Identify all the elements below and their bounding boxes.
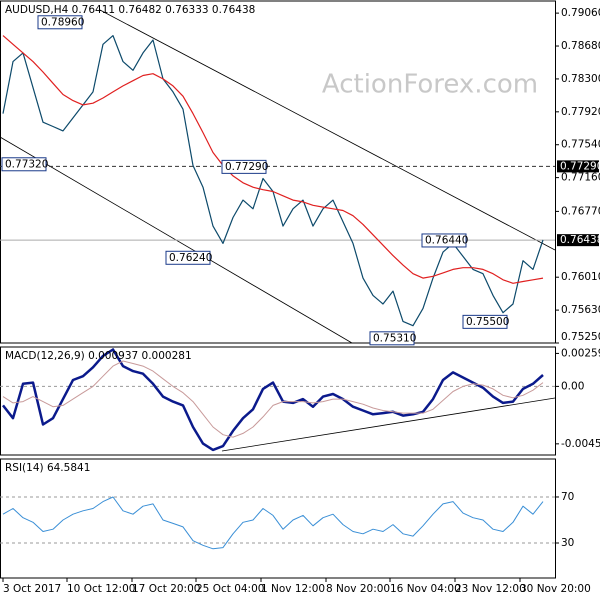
x-tick-label: 30 Nov 20:00 [520, 583, 591, 595]
annotation-label: 0.76440 [425, 234, 468, 246]
macd-trendline [221, 397, 556, 452]
price-label-box [557, 160, 599, 173]
price-label: 0.76438 [560, 234, 600, 246]
y-tick-label: -0.004522 [561, 438, 600, 450]
series-line [2, 348, 544, 452]
watermark: ActionForex.com [322, 70, 538, 100]
x-tick-label: 17 Oct 20:00 [132, 583, 200, 595]
x-tick-label: 16 Nov 04:00 [390, 583, 461, 595]
panel-frame [0, 458, 556, 579]
annotation-box [1, 157, 47, 172]
y-tick-label: 0.00 [561, 380, 584, 392]
annotation-label: 0.75310 [373, 332, 416, 344]
x-tick-label: 3 Oct 2017 [3, 583, 61, 595]
annotation-box [165, 250, 211, 265]
annotation-label: 0.77320 [5, 158, 48, 170]
annotation-label: 0.75500 [466, 316, 509, 328]
panel-title: AUDUSD,H4 0.76411 0.76482 0.76333 0.7643… [5, 4, 255, 16]
x-tick-label: 1 Nov 12:00 [261, 583, 325, 595]
price-label-box [557, 234, 599, 247]
annotation-label: 0.78960 [41, 16, 84, 28]
series-line [2, 35, 544, 284]
annotation-box [369, 331, 415, 346]
annotation-box [421, 233, 467, 248]
annotation-label: 0.76240 [169, 252, 212, 264]
annotation-box [221, 159, 267, 174]
price-label: 0.77290 [560, 160, 600, 172]
y-tick-label: 70 [561, 491, 574, 503]
x-tick-label: 10 Oct 12:00 [67, 583, 135, 595]
panel-frame [0, 0, 556, 344]
series-line [2, 360, 544, 438]
annotation-box [37, 15, 83, 30]
panel-title: RSI(14) 64.5841 [5, 462, 90, 474]
y-tick-label: 0.002595 [561, 347, 600, 359]
x-tick-label: 8 Nov 20:00 [326, 583, 390, 595]
channel-upper [99, 9, 556, 251]
annotation-box [462, 314, 508, 329]
annotation-label: 0.77290 [225, 161, 268, 173]
y-tick-label: 30 [561, 537, 574, 549]
x-tick-label: 23 Nov 12:00 [455, 583, 526, 595]
panel-frame [0, 346, 556, 456]
panel-title: MACD(12,26,9) 0.000937 0.000281 [5, 350, 192, 362]
x-tick-label: 25 Oct 04:00 [196, 583, 264, 595]
series-line [2, 496, 544, 550]
